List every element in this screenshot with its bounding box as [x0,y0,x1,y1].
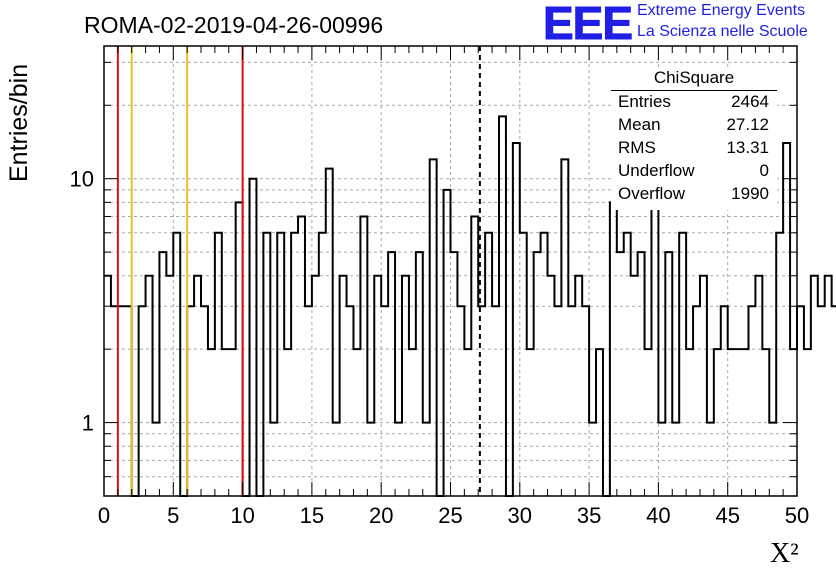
x-tick-label: 10 [230,503,254,528]
x-axis-label: X² [770,538,799,569]
stat-value: 0 [759,161,769,180]
stat-name: Entries [618,92,671,111]
stat-value: 2464 [731,92,769,111]
stat-row-entries: Entries 2464 [618,92,769,114]
eee-logo-mark: EEE [542,0,633,50]
x-tick-label: 45 [715,503,739,528]
stat-name: Mean [618,115,661,134]
x-tick-label: 50 [785,503,809,528]
stat-name: Overflow [618,184,686,203]
y-tick-label: 10 [70,167,94,192]
logo-line-2: La Scienza nelle Scuole [637,23,808,40]
x-tick-label: 15 [300,503,324,528]
y-tick-label: 1 [82,411,94,436]
x-tick-label: 0 [98,503,110,528]
eee-logo: EEE Extreme Energy Events La Scienza nel… [542,0,833,50]
logo-line-1: Extreme Energy Events [637,2,806,19]
stats-divider [611,90,777,91]
x-tick-label: 30 [508,503,532,528]
stat-value: 13.31 [726,138,769,157]
stats-title: ChiSquare [653,68,735,87]
stat-row-rms: RMS 13.31 [618,138,769,160]
stat-row-mean: Mean 27.12 [618,115,769,137]
y-axis-label: Entries/bin [5,63,33,182]
plot-title: ROMA-02-2019-04-26-00996 [84,12,384,38]
x-tick-label: 5 [167,503,179,528]
stat-row-underflow: Underflow 0 [618,161,769,183]
stat-value: 27.12 [726,115,769,134]
x-tick-label: 35 [577,503,601,528]
x-tick-label: 20 [369,503,393,528]
stat-name: RMS [618,138,656,157]
stat-name: Underflow [618,161,695,180]
x-tick-label: 40 [646,503,670,528]
stat-row-overflow: Overflow 1990 [618,184,769,206]
x-tick-label: 25 [438,503,462,528]
stats-box: ChiSquare Entries 2464 Mean 27.12 RMS 13… [611,68,777,210]
stats-box-background [611,68,777,210]
stat-value: 1990 [731,184,769,203]
